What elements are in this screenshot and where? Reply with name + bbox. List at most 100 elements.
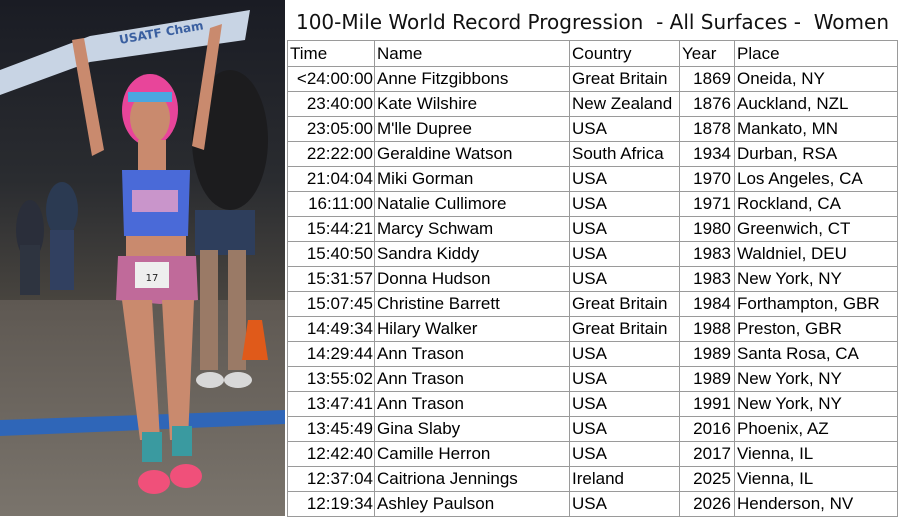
table-row: 22:22:00 Geraldine Watson South Africa 1934… bbox=[287, 141, 898, 167]
header-year: Year bbox=[679, 40, 735, 67]
table-row: 12:37:04 Caitriona Jennings Ireland 2025 Vie… bbox=[287, 466, 898, 492]
cell-country: USA bbox=[569, 266, 680, 292]
cell-time: 13:55:02 bbox=[287, 366, 375, 392]
table-row: 23:40:00 Kate Wilshire New Zealand 1876 Auck… bbox=[287, 91, 898, 117]
cell-place: New York, NY bbox=[734, 266, 898, 292]
cell-place: Mankato, MN bbox=[734, 116, 898, 142]
cell-country: USA bbox=[569, 491, 680, 517]
cell-name: Marcy Schwam bbox=[374, 216, 570, 242]
cell-country: South Africa bbox=[569, 141, 680, 167]
cell-country: New Zealand bbox=[569, 91, 680, 117]
cell-country: Great Britain bbox=[569, 66, 680, 92]
header-row: Time Name Country Year Place bbox=[287, 40, 898, 67]
cell-place: Vienna, IL bbox=[734, 466, 898, 492]
table-row: 15:44:21 Marcy Schwam USA 1980 Greenwich, CT bbox=[287, 216, 898, 242]
cell-place: Greenwich, CT bbox=[734, 216, 898, 242]
cell-country: USA bbox=[569, 441, 680, 467]
cell-country: USA bbox=[569, 366, 680, 392]
cell-name: Gina Slaby bbox=[374, 416, 570, 442]
cell-year: 2017 bbox=[679, 441, 735, 467]
cell-place: Santa Rosa, CA bbox=[734, 341, 898, 367]
record-rows: <24:00:00 Anne Fitzgibbons Great Britain 18… bbox=[287, 66, 898, 517]
cell-place: Los Angeles, CA bbox=[734, 166, 898, 192]
cell-country: USA bbox=[569, 391, 680, 417]
cell-place: Preston, GBR bbox=[734, 316, 898, 342]
cell-country: USA bbox=[569, 191, 680, 217]
bib-number: 17 bbox=[146, 273, 159, 284]
cell-name: Ashley Paulson bbox=[374, 491, 570, 517]
cell-country: USA bbox=[569, 166, 680, 192]
cell-time: 21:04:04 bbox=[287, 166, 375, 192]
table-row: 13:45:49 Gina Slaby USA 2016 Phoenix, AZ bbox=[287, 416, 898, 442]
cell-place: Durban, RSA bbox=[734, 141, 898, 167]
header-country: Country bbox=[569, 40, 680, 67]
cell-time: 15:40:50 bbox=[287, 241, 375, 267]
cell-time: 15:07:45 bbox=[287, 291, 375, 317]
cell-name: M'lle Dupree bbox=[374, 116, 570, 142]
table-row: 13:55:02 Ann Trason USA 1989 New York, NY bbox=[287, 366, 898, 392]
cell-country: USA bbox=[569, 116, 680, 142]
cell-name: Ann Trason bbox=[374, 341, 570, 367]
cell-country: USA bbox=[569, 416, 680, 442]
cell-year: 1970 bbox=[679, 166, 735, 192]
cell-name: Kate Wilshire bbox=[374, 91, 570, 117]
table-row: 13:47:41 Ann Trason USA 1991 New York, NY bbox=[287, 391, 898, 417]
cell-name: Miki Gorman bbox=[374, 166, 570, 192]
cell-place: Oneida, NY bbox=[734, 66, 898, 92]
cell-place: New York, NY bbox=[734, 366, 898, 392]
cell-name: Ann Trason bbox=[374, 366, 570, 392]
table-row: 23:05:00 M'lle Dupree USA 1878 Mankato, MN bbox=[287, 116, 898, 142]
runner-photo: USATF Cham 17 bbox=[0, 0, 285, 516]
cell-year: 1878 bbox=[679, 116, 735, 142]
cell-year: 1934 bbox=[679, 141, 735, 167]
record-table: Time Name Country Year Place <24:00:00 An… bbox=[287, 40, 898, 517]
cell-name: Donna Hudson bbox=[374, 266, 570, 292]
cell-name: Christine Barrett bbox=[374, 291, 570, 317]
cell-country: Great Britain bbox=[569, 316, 680, 342]
cell-year: 1983 bbox=[679, 241, 735, 267]
cell-country: Ireland bbox=[569, 466, 680, 492]
cell-year: 1991 bbox=[679, 391, 735, 417]
table-row: 14:49:34 Hilary Walker Great Britain 1988 Pr… bbox=[287, 316, 898, 342]
cell-year: 1983 bbox=[679, 266, 735, 292]
cell-time: 15:31:57 bbox=[287, 266, 375, 292]
table-row: 21:04:04 Miki Gorman USA 1970 Los Angeles, C… bbox=[287, 166, 898, 192]
cell-time: 15:44:21 bbox=[287, 216, 375, 242]
cell-time: 23:05:00 bbox=[287, 116, 375, 142]
cell-place: Vienna, IL bbox=[734, 441, 898, 467]
cell-time: <24:00:00 bbox=[287, 66, 375, 92]
cell-time: 22:22:00 bbox=[287, 141, 375, 167]
cell-time: 16:11:00 bbox=[287, 191, 375, 217]
cell-name: Camille Herron bbox=[374, 441, 570, 467]
header-name: Name bbox=[374, 40, 570, 67]
cell-name: Hilary Walker bbox=[374, 316, 570, 342]
cell-year: 1980 bbox=[679, 216, 735, 242]
table-title: 100-Mile World Record Progression - All … bbox=[295, 10, 890, 34]
record-panel: 100-Mile World Record Progression - All … bbox=[286, 0, 899, 517]
table-row: 15:31:57 Donna Hudson USA 1983 New York, NY bbox=[287, 266, 898, 292]
cell-name: Natalie Cullimore bbox=[374, 191, 570, 217]
table-row: <24:00:00 Anne Fitzgibbons Great Britain 18… bbox=[287, 66, 898, 92]
finish-tape bbox=[0, 10, 250, 95]
cell-country: USA bbox=[569, 341, 680, 367]
cell-year: 1971 bbox=[679, 191, 735, 217]
cell-country: Great Britain bbox=[569, 291, 680, 317]
cell-time: 13:45:49 bbox=[287, 416, 375, 442]
cell-place: Forthampton, GBR bbox=[734, 291, 898, 317]
table-row: 15:40:50 Sandra Kiddy USA 1983 Waldniel, DEU bbox=[287, 241, 898, 267]
cell-time: 13:47:41 bbox=[287, 391, 375, 417]
cell-year: 1984 bbox=[679, 291, 735, 317]
cell-year: 1876 bbox=[679, 91, 735, 117]
cell-place: Auckland, NZL bbox=[734, 91, 898, 117]
cell-name: Caitriona Jennings bbox=[374, 466, 570, 492]
table-row: 12:19:34 Ashley Paulson USA 2026 Henderson, … bbox=[287, 491, 898, 517]
table-row: 12:42:40 Camille Herron USA 2017 Vienna, IL bbox=[287, 441, 898, 467]
cell-place: Waldniel, DEU bbox=[734, 241, 898, 267]
cell-time: 14:29:44 bbox=[287, 341, 375, 367]
cell-country: USA bbox=[569, 241, 680, 267]
cell-time: 23:40:00 bbox=[287, 91, 375, 117]
header-place: Place bbox=[734, 40, 898, 67]
cell-time: 14:49:34 bbox=[287, 316, 375, 342]
cell-place: Henderson, NV bbox=[734, 491, 898, 517]
cell-name: Anne Fitzgibbons bbox=[374, 66, 570, 92]
